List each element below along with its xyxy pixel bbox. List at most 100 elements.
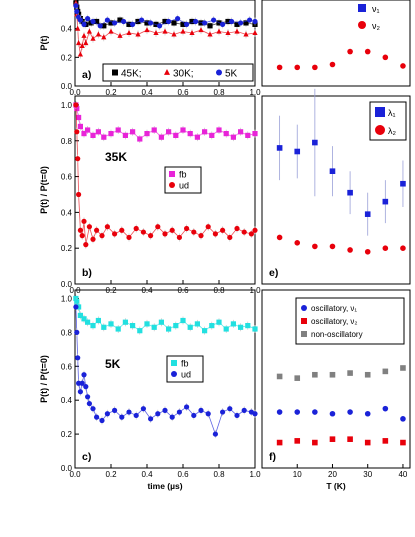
y-tick-label: 0.6 (61, 173, 73, 182)
x-tick-label: 0.0 (69, 470, 81, 479)
data-point (126, 29, 132, 36)
data-point (347, 247, 353, 253)
data-point (144, 27, 150, 33)
legend-label: ud (179, 181, 189, 191)
data-point (117, 32, 123, 38)
data-point (191, 412, 197, 419)
data-point (329, 61, 336, 68)
legend-marker (301, 318, 307, 324)
x-tick-label: 0.0 (69, 88, 81, 97)
data-point (144, 20, 150, 26)
data-point (220, 227, 226, 233)
data-point (74, 129, 80, 135)
y-tick-label: 0.4 (61, 208, 73, 217)
legend-box (166, 355, 204, 383)
data-point (184, 21, 190, 27)
data-point (329, 410, 336, 417)
data-point (126, 234, 132, 241)
panel-tag: e) (269, 267, 278, 279)
data-point (252, 29, 258, 36)
data-point (85, 394, 91, 400)
y-tick-label: 0.2 (61, 430, 73, 439)
y-tick-label: 0.2 (61, 244, 73, 253)
data-point (191, 229, 197, 235)
data-point (90, 132, 96, 138)
x-axis-label: T (K) (326, 481, 346, 491)
data-point (99, 233, 105, 239)
data-point (104, 224, 110, 230)
data-point (108, 28, 114, 34)
x-tick-label: 1.0 (249, 470, 261, 479)
data-point (180, 28, 186, 34)
data-point (74, 299, 80, 305)
y-tick-label: 0.8 (61, 137, 73, 146)
data-point (175, 16, 181, 22)
panel-tag: b) (82, 267, 92, 279)
data-point (73, 3, 79, 9)
y-tick-label: 1.0 (61, 294, 73, 303)
data-point (139, 17, 145, 23)
data-point (276, 439, 283, 446)
data-point (77, 123, 83, 130)
data-point (294, 240, 301, 246)
data-point (90, 35, 96, 41)
data-point (245, 132, 251, 138)
data-point (86, 400, 92, 407)
data-point (126, 21, 132, 27)
data-point (194, 321, 200, 327)
series-2 (73, 1, 258, 30)
temperature-annotation: 5K (105, 357, 121, 371)
axes-frame (261, 289, 411, 469)
data-point (75, 355, 81, 361)
data-point (94, 227, 100, 233)
data-point (76, 114, 82, 121)
legend-marker (112, 69, 118, 76)
data-point (86, 28, 92, 34)
data-point (194, 134, 200, 140)
data-point (248, 231, 254, 237)
data-point (122, 132, 128, 138)
x-tick-label: 0.6 (177, 470, 189, 479)
data-point (101, 23, 107, 29)
panel-2: 0.0 0.2 0.4 0.6 0.8 1.0 0.0 0.2 0.4 0.6 0.8 1.0 P(t)… (39, 289, 261, 491)
data-point (148, 233, 154, 239)
data-point (90, 406, 96, 412)
series-0 (276, 405, 406, 422)
panel-5: 10 20 30 40 T (K) f) (261, 289, 411, 491)
x-tick-label: 40 (398, 470, 407, 479)
data-point (382, 405, 389, 412)
data-point (169, 414, 175, 420)
data-point (97, 23, 103, 29)
legend-label: λ₂ (388, 126, 397, 136)
data-point (220, 21, 226, 27)
data-point (115, 127, 121, 133)
data-point (198, 233, 204, 239)
panel-tag: c) (82, 451, 91, 463)
data-point (81, 131, 87, 137)
data-point (294, 64, 301, 71)
legend-marker (358, 21, 366, 29)
data-point (171, 20, 177, 26)
data-point (137, 136, 143, 142)
data-point (81, 372, 87, 378)
legend-label: 45K; (121, 69, 142, 80)
data-point (364, 439, 371, 446)
legend-e: λ₁ λ₂ (369, 101, 407, 141)
legend-f: oscillatory, ν₁ oscillatory, ν₂ non-oscill… (295, 297, 405, 345)
data-point (294, 438, 301, 444)
legend-marker (164, 69, 170, 75)
data-point (252, 411, 258, 417)
data-point (157, 23, 163, 29)
legend-marker (171, 360, 177, 366)
data-point (81, 21, 87, 27)
legend-label: ud (181, 370, 191, 380)
legend-label: fb (179, 170, 187, 180)
data-point (400, 365, 406, 371)
data-point (400, 439, 406, 446)
data-point (276, 234, 283, 241)
data-point (75, 25, 81, 31)
data-point (133, 412, 139, 419)
data-point (137, 328, 143, 334)
data-point (238, 129, 244, 135)
